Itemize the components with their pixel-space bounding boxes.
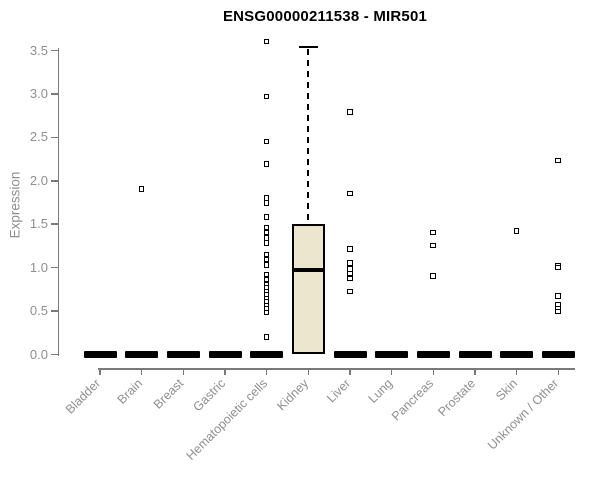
chart-title: ENSG00000211538 - MIR501 [222, 8, 428, 25]
x-tick [307, 368, 310, 375]
zero-boxplot-bar [541, 351, 575, 358]
y-tick-label: 3.5 [29, 42, 48, 58]
zero-boxplot-bar [375, 351, 409, 358]
outlier-point [347, 246, 353, 252]
outlier-point [263, 229, 270, 236]
zero-boxplot-bar [250, 351, 284, 358]
outlier-point [263, 240, 270, 246]
x-tick [557, 368, 560, 375]
outlier-point [263, 200, 270, 206]
outlier-point [263, 224, 270, 231]
outlier-point [263, 38, 270, 45]
outlier-point [347, 190, 353, 197]
outlier-point [555, 157, 561, 164]
y-tick-label: 0.5 [29, 303, 48, 319]
x-tick [432, 368, 435, 375]
box-iqr [291, 224, 325, 355]
y-tick [50, 93, 58, 95]
outlier-point [430, 229, 436, 236]
y-tick [50, 310, 58, 312]
outlier-point [263, 161, 270, 167]
x-tick [140, 368, 143, 375]
x-axis-line [98, 368, 575, 370]
x-tick [474, 368, 476, 375]
y-tick [50, 266, 58, 269]
y-tick-label: 0.0 [29, 346, 48, 362]
outlier-point [263, 214, 270, 220]
zero-boxplot-bar [208, 351, 242, 358]
y-tick-label: 2.5 [29, 129, 48, 145]
x-tick [349, 368, 351, 375]
outlier-point [555, 264, 561, 271]
y-tick-label: 1.5 [29, 216, 48, 232]
y-tick [50, 136, 58, 139]
whisker-dashed-line [307, 49, 310, 225]
outlier-point [263, 262, 270, 268]
x-tick [224, 368, 226, 375]
outlier-point [555, 293, 561, 299]
whisker-cap [298, 45, 318, 49]
outlier-point [263, 93, 270, 100]
zero-boxplot-bar [500, 351, 534, 358]
outlier-point [347, 288, 353, 295]
outlier-point [263, 276, 270, 283]
zero-boxplot-bar [83, 351, 117, 358]
zero-boxplot-bar [458, 351, 492, 358]
x-tick [515, 368, 518, 375]
y-tick-label: 3.0 [29, 85, 48, 101]
y-tick [50, 223, 58, 225]
outlier-point [513, 228, 520, 234]
outlier-point [347, 270, 353, 277]
outlier-point [263, 309, 270, 316]
zero-boxplot-bar [125, 351, 159, 358]
y-axis-line [57, 48, 59, 356]
zero-boxplot-bar [416, 351, 450, 358]
outlier-point [263, 271, 270, 278]
zero-boxplot-bar [166, 351, 200, 358]
y-tick-label: 1.0 [29, 259, 48, 275]
outlier-point [263, 256, 270, 263]
outlier-point [430, 273, 436, 279]
x-tick [265, 368, 268, 375]
outlier-point [263, 235, 270, 241]
y-tick [50, 353, 58, 356]
outlier-point [347, 260, 353, 266]
x-tick [390, 368, 393, 375]
x-tick [182, 368, 185, 375]
zero-boxplot-bar [333, 351, 367, 358]
outlier-point [263, 251, 270, 258]
outlier-point [347, 109, 353, 115]
outlier-point [263, 138, 270, 145]
y-tick [50, 180, 58, 182]
y-tick-label: 2.0 [29, 172, 48, 188]
outlier-point [263, 334, 270, 340]
outlier-point [347, 275, 353, 282]
outlier-point [138, 186, 145, 192]
outlier-point [555, 308, 561, 315]
outlier-point [430, 242, 436, 249]
x-tick [99, 368, 101, 375]
median-line [291, 268, 325, 273]
outlier-point [263, 195, 270, 201]
y-tick [50, 49, 58, 52]
